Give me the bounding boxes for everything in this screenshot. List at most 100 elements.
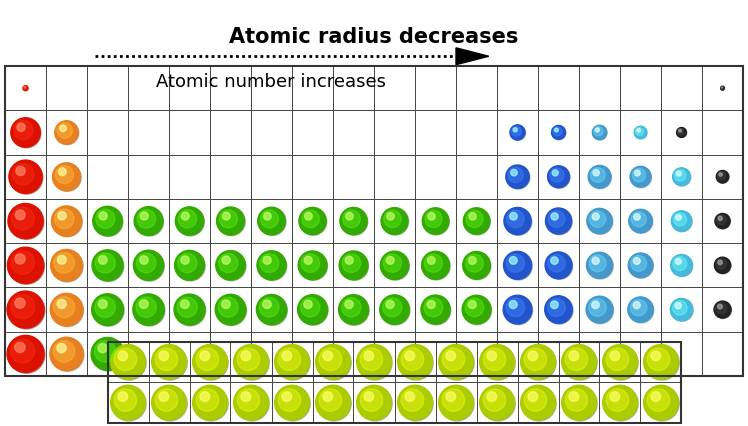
Circle shape — [174, 294, 205, 325]
Circle shape — [554, 129, 558, 132]
Circle shape — [15, 343, 25, 353]
Circle shape — [504, 208, 531, 235]
Circle shape — [387, 213, 394, 221]
Circle shape — [258, 252, 286, 281]
Circle shape — [592, 127, 607, 141]
Circle shape — [10, 339, 34, 363]
Circle shape — [233, 345, 269, 379]
Circle shape — [233, 386, 269, 420]
Circle shape — [506, 210, 524, 228]
Circle shape — [631, 167, 652, 188]
Circle shape — [424, 254, 443, 273]
Circle shape — [381, 252, 409, 280]
Circle shape — [569, 392, 579, 401]
Circle shape — [479, 386, 515, 420]
Circle shape — [174, 251, 204, 281]
Circle shape — [715, 258, 731, 274]
Circle shape — [718, 217, 723, 221]
Circle shape — [483, 348, 506, 371]
Circle shape — [463, 296, 491, 325]
Circle shape — [260, 254, 279, 273]
Circle shape — [155, 348, 178, 371]
Circle shape — [442, 389, 465, 412]
Circle shape — [7, 336, 44, 372]
Circle shape — [545, 252, 572, 279]
Circle shape — [8, 292, 45, 329]
Circle shape — [8, 204, 43, 239]
Circle shape — [508, 168, 524, 183]
Circle shape — [717, 173, 726, 180]
Circle shape — [513, 128, 518, 132]
Circle shape — [466, 211, 483, 228]
Circle shape — [673, 257, 687, 271]
Circle shape — [153, 345, 187, 380]
Circle shape — [675, 259, 681, 265]
Circle shape — [15, 298, 25, 308]
Circle shape — [592, 302, 599, 309]
Circle shape — [469, 213, 476, 221]
Circle shape — [301, 210, 319, 228]
Circle shape — [323, 392, 333, 401]
Circle shape — [632, 169, 646, 182]
Circle shape — [111, 386, 146, 421]
Circle shape — [193, 386, 227, 420]
Circle shape — [263, 213, 272, 221]
Circle shape — [345, 256, 353, 265]
Circle shape — [587, 253, 613, 279]
Circle shape — [181, 213, 189, 221]
Circle shape — [380, 295, 409, 325]
Circle shape — [8, 337, 45, 373]
Circle shape — [465, 298, 484, 317]
Circle shape — [216, 252, 246, 281]
Circle shape — [551, 213, 558, 221]
Circle shape — [721, 87, 723, 90]
Circle shape — [386, 257, 394, 265]
Circle shape — [562, 386, 596, 420]
Circle shape — [528, 392, 538, 401]
Circle shape — [99, 256, 107, 265]
Circle shape — [55, 166, 73, 184]
Circle shape — [17, 124, 25, 132]
Circle shape — [282, 392, 292, 401]
Circle shape — [506, 254, 524, 273]
Circle shape — [275, 345, 310, 379]
Circle shape — [383, 298, 402, 317]
Circle shape — [316, 345, 350, 379]
Circle shape — [405, 392, 414, 401]
Circle shape — [10, 118, 40, 148]
Circle shape — [630, 167, 651, 187]
Circle shape — [562, 345, 596, 379]
Circle shape — [51, 250, 82, 282]
Circle shape — [55, 121, 79, 145]
Circle shape — [509, 213, 517, 221]
Circle shape — [93, 251, 123, 282]
Circle shape — [176, 208, 204, 236]
Circle shape — [10, 161, 43, 195]
Circle shape — [422, 252, 450, 279]
Circle shape — [278, 348, 301, 371]
Circle shape — [521, 345, 555, 379]
Circle shape — [528, 351, 538, 361]
Circle shape — [140, 256, 148, 265]
Circle shape — [221, 300, 230, 309]
Circle shape — [604, 345, 638, 380]
Circle shape — [299, 208, 326, 235]
Circle shape — [521, 386, 555, 420]
Circle shape — [237, 389, 260, 412]
Circle shape — [629, 210, 652, 233]
Circle shape — [551, 126, 565, 140]
Circle shape — [57, 124, 73, 139]
Circle shape — [275, 345, 310, 380]
Circle shape — [304, 213, 312, 221]
Circle shape — [717, 305, 723, 309]
Circle shape — [54, 297, 75, 318]
Circle shape — [673, 213, 687, 227]
Circle shape — [720, 87, 724, 91]
Circle shape — [58, 256, 66, 265]
Circle shape — [180, 300, 189, 309]
Circle shape — [200, 351, 209, 361]
Circle shape — [135, 208, 164, 236]
Circle shape — [480, 386, 515, 421]
Circle shape — [524, 348, 547, 371]
Circle shape — [425, 211, 442, 228]
